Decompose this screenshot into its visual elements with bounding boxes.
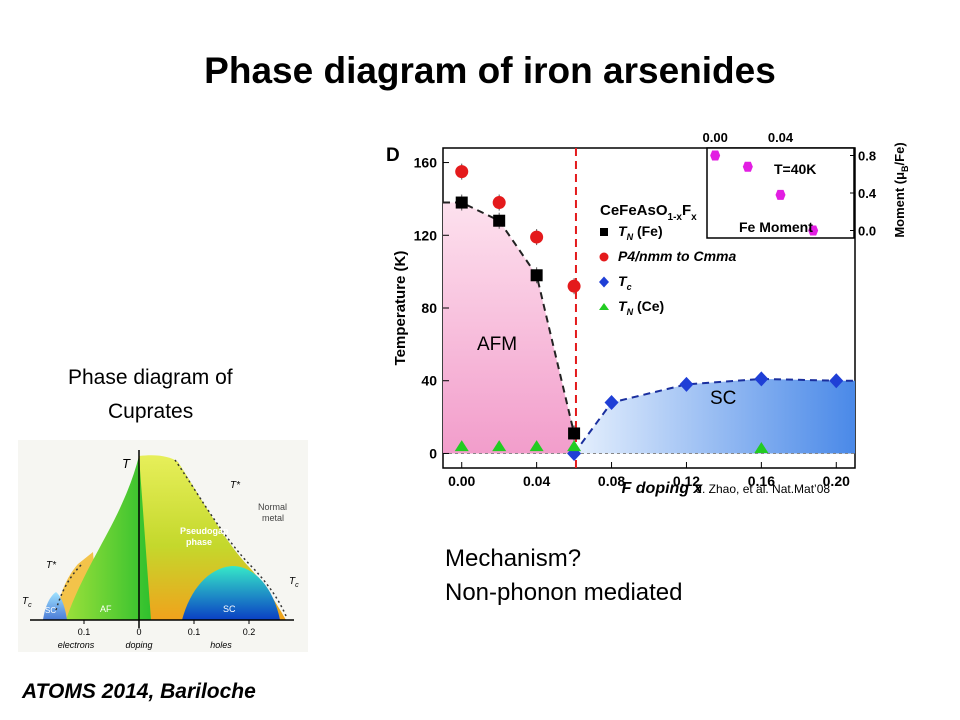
data-point-series-2: [754, 371, 769, 387]
af-region: [66, 456, 151, 620]
citation: J. Zhao, et al. Nat.Mat’08: [696, 482, 830, 496]
cuprate-label-electrons: electrons: [58, 640, 95, 650]
data-point-series-1: [492, 196, 506, 210]
legend-marker: [599, 303, 609, 310]
cuprate-label-doping: doping: [125, 640, 152, 650]
x-tick-label: 0.04: [523, 473, 550, 489]
iron-arsenide-phase-diagram: 0.00 0.04 0.08 0.12 0.16 0.20 0 40 80 120 160 D Te…: [386, 130, 910, 497]
footer-conference: ATOMS 2014, Bariloche: [22, 680, 256, 703]
afm-region: [443, 202, 576, 454]
legend-marker: [599, 276, 609, 288]
cuprate-label-pseudogap: Pseudogap phase: [180, 526, 229, 547]
region-label-sc: SC: [710, 388, 736, 409]
cuprate-tick-electron: 0.1: [78, 627, 91, 637]
data-point-series-0: [568, 427, 581, 440]
cuprate-label-sc-electron: SC: [45, 606, 56, 615]
region-label-afm: AFM: [477, 334, 517, 355]
cuprate-label-tc-hole: Tc: [289, 576, 299, 589]
panel-label: D: [386, 145, 400, 166]
x-axis-label: F doping x: [622, 480, 704, 497]
x-tick-label: 0.16: [748, 473, 775, 489]
cuprate-x-ticks: [83, 620, 250, 624]
inset-data-point: [808, 225, 819, 236]
inset-data-point: [742, 161, 753, 172]
cuprate-caption-line1: Phase diagram of: [68, 366, 233, 389]
y-tick-label: 40: [421, 373, 437, 389]
inset-y-tick-label: 0.4: [858, 186, 877, 201]
sc-region: [574, 378, 855, 454]
x-tick-label: 0.20: [823, 473, 850, 489]
sc-hole-region: [182, 566, 280, 620]
data-point-series-1: [530, 230, 544, 244]
y-tick-label: 120: [414, 227, 438, 243]
cuprate-caption-line2: Cuprates: [108, 400, 194, 423]
mechanism-text: Mechanism? Non-phonon mediated: [445, 542, 683, 610]
y-tick-label: 80: [421, 300, 437, 316]
inset-y-tick-label: 0.8: [858, 149, 876, 164]
data-point-series-3: [454, 440, 469, 452]
sc-electron-region: [43, 592, 67, 620]
data-point-series-2: [604, 395, 619, 411]
t-star-line: [174, 459, 287, 617]
data-point-series-0: [530, 269, 543, 282]
y-axis-label: Temperature (K): [392, 251, 409, 366]
data-point-series-0: [455, 196, 468, 209]
cuprate-label-tstar-electron: T*: [46, 560, 57, 571]
data-point-series-1: [567, 279, 581, 293]
legend-title: CeFeAsO1-xFx: [600, 202, 697, 223]
y-tick-label: 160: [414, 155, 438, 171]
legend-label: P4/nmm to Cmma: [618, 248, 736, 264]
legend-marker: [600, 228, 608, 236]
cuprate-label-normal-metal: Normal metal: [258, 502, 287, 523]
legend-label: TN (Ce): [618, 298, 664, 317]
cuprate-label-tc-electron: Tc: [22, 596, 32, 609]
data-point-series-3: [754, 442, 769, 453]
slide-title: Phase diagram of iron arsenides: [204, 50, 776, 91]
inset-data-point: [710, 150, 721, 161]
data-point-series-3: [529, 440, 544, 452]
inset-y-tick-label: 0.0: [858, 224, 876, 239]
cuprate-tick-hole1: 0.1: [188, 627, 201, 637]
x-tick-label: 0.00: [448, 473, 475, 489]
data-point-series-0: [493, 214, 506, 227]
cuprate-tick-zero: 0: [136, 627, 141, 637]
cuprate-phase-diagram: 0.1 0 0.1 0.2 electrons doping holes T A…: [18, 440, 308, 652]
mechanism-line1: Mechanism?: [445, 545, 582, 572]
inset-chart: 0.00 0.04 0.0 0.4 0.8 T=40K Fe Moment Moment…: [703, 130, 910, 239]
cuprate-axis-title: T: [122, 456, 131, 471]
inset-temperature-label: T=40K: [774, 161, 816, 177]
inset-label: Fe Moment: [739, 219, 813, 235]
legend-marker: [599, 252, 609, 262]
cuprate-label-af: AF: [100, 604, 112, 614]
data-point-series-1: [455, 165, 469, 179]
inset-x-tick-label: 0.00: [703, 130, 728, 145]
x-tick-label: 0.08: [598, 473, 625, 489]
inset-y-axis-label: Moment (μB/Fe): [892, 142, 910, 237]
cuprate-label-holes: holes: [210, 640, 232, 650]
x-tick-label: 0.12: [673, 473, 700, 489]
cuprate-tick-hole2: 0.2: [243, 627, 256, 637]
inset-data-point: [775, 189, 786, 200]
data-point-series-2: [829, 373, 844, 389]
inset-x-tick-label: 0.04: [768, 130, 794, 145]
y-tick-label: 0: [429, 445, 437, 461]
mechanism-line2: Non-phonon mediated: [445, 579, 683, 606]
legend-label: Tc: [618, 273, 632, 292]
cuprate-label-tstar: T*: [230, 480, 241, 491]
cuprate-label-sc-hole: SC: [223, 604, 236, 614]
legend-label: TN (Fe): [618, 223, 663, 242]
data-point-series-3: [567, 440, 582, 452]
data-point-series-2: [679, 376, 694, 392]
data-point-series-3: [492, 440, 507, 452]
